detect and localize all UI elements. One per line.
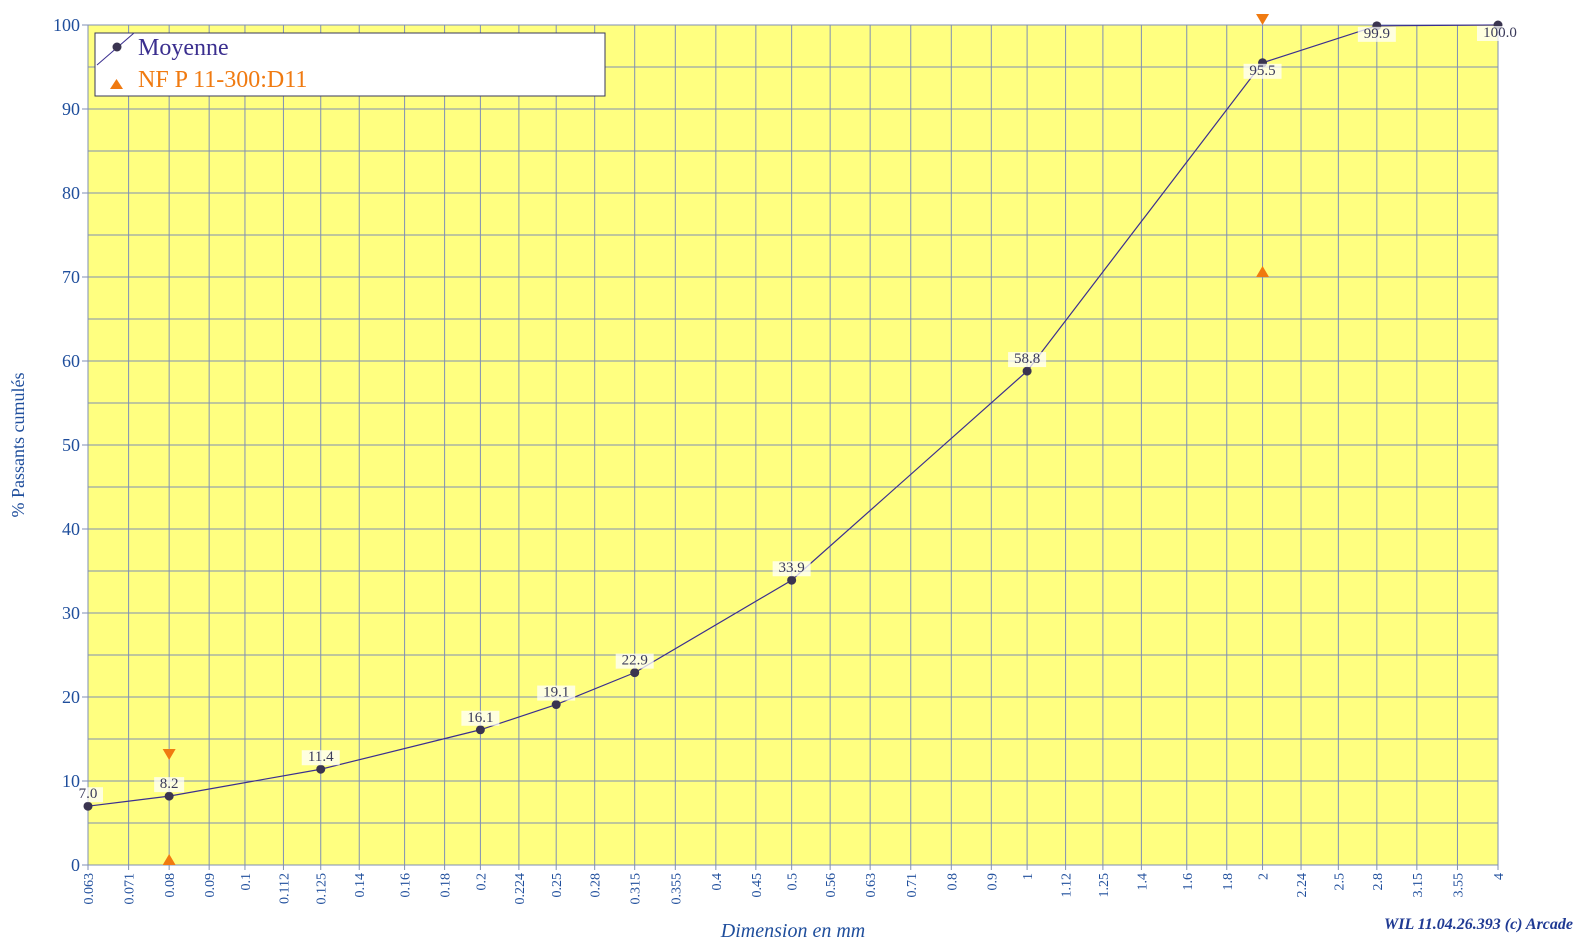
data-label-bg — [1008, 352, 1047, 368]
x-tick-label: 2.5 — [1332, 873, 1347, 891]
x-tick-label: 2.8 — [1371, 873, 1386, 891]
x-tick-label: 0.71 — [905, 873, 920, 898]
legend-box — [94, 32, 606, 97]
y-tick-label: 80 — [62, 183, 80, 203]
x-tick-label: 0.315 — [629, 873, 644, 905]
grid — [82, 24, 1499, 870]
data-label-bg — [537, 685, 576, 701]
x-tick-label: 1 — [1021, 873, 1036, 880]
y-tick-label: 30 — [62, 603, 80, 623]
x-tick-label: 1.8 — [1221, 873, 1236, 891]
legend-marker-moyenne — [112, 42, 122, 52]
x-tick-label: 1.12 — [1060, 873, 1075, 898]
data-point — [551, 700, 561, 710]
y-tick-label: 20 — [62, 687, 80, 707]
x-tick-label: 3.15 — [1411, 873, 1426, 898]
y-tick-label: 60 — [62, 351, 80, 371]
x-tick-label: 0.125 — [315, 873, 330, 905]
x-tick-label: 0.224 — [513, 873, 528, 905]
x-tick-label: 0.28 — [589, 873, 604, 898]
data-label-bg — [154, 777, 185, 793]
x-tick-label: 0.355 — [669, 873, 684, 905]
legend-label-moyenne: Moyenne — [138, 35, 229, 61]
y-tick-label: 40 — [62, 519, 80, 539]
x-tick-label: 0.18 — [439, 873, 454, 898]
x-tick-label: 0.45 — [750, 873, 765, 898]
x-tick-label: 0.25 — [550, 873, 565, 898]
x-axis-title: Dimension en mm — [720, 920, 865, 942]
data-label-bg — [1243, 63, 1282, 79]
x-tick-label: 3.55 — [1451, 873, 1466, 898]
spec-limit-triangle — [1256, 14, 1270, 25]
x-tick-label: 0.16 — [399, 873, 414, 898]
data-label-bg — [73, 787, 103, 803]
spec-limit-triangle — [162, 854, 176, 865]
data-point — [475, 725, 485, 735]
data-point — [787, 575, 797, 585]
data-point — [316, 764, 326, 774]
y-tick-label: 10 — [62, 771, 80, 791]
data-label: 22.9 — [622, 653, 648, 669]
data-label: 58.8 — [1014, 351, 1040, 367]
spec-limit-triangle — [1256, 266, 1270, 277]
y-tick-label: 70 — [62, 267, 80, 287]
x-tick-label: 0.2 — [474, 873, 489, 891]
x-tick-label: 2.24 — [1295, 873, 1310, 898]
data-label: 7.0 — [79, 786, 98, 802]
x-tick-label: 0.1 — [239, 873, 254, 891]
data-label: 19.1 — [543, 685, 569, 701]
y-tick-label: 50 — [62, 435, 80, 455]
data-point — [1022, 366, 1032, 376]
legend: Moyenne NF P 11-300:D11 — [94, 32, 606, 97]
data-point — [83, 801, 93, 811]
x-tick-label: 0.63 — [864, 873, 879, 898]
x-tick-label: 1.6 — [1181, 873, 1196, 891]
data-label: 16.1 — [467, 710, 493, 726]
y-tick-label: 90 — [62, 99, 80, 119]
x-tick-label: 1.25 — [1097, 873, 1112, 898]
y-axis-title: % Passants cumulés — [8, 373, 28, 518]
x-tick-label: 0.4 — [710, 873, 725, 891]
x-tick-label: 2 — [1257, 873, 1272, 880]
y-tick-label: 100 — [53, 15, 80, 35]
x-tick-label: 0.112 — [277, 873, 292, 904]
data-label-bg — [461, 710, 500, 726]
data-label: 8.2 — [160, 776, 179, 792]
legend-label-spec: NF P 11-300:D11 — [138, 67, 307, 93]
axes: 0.063 0.071 0.08 0.09 0.1 0.112 0.125 0.14 0.16 0… — [53, 15, 1507, 905]
data-label: 33.9 — [779, 560, 805, 576]
x-tick-label: 0.9 — [985, 873, 1000, 891]
data-label-bg — [301, 750, 340, 766]
data-label: 99.9 — [1364, 26, 1390, 42]
x-tick-label: 0.071 — [123, 873, 138, 905]
series-layer: 7.0 8.2 11.4 16.1 19.1 22.9 33.9 58.8 95.5 99.9 10… — [73, 14, 1523, 865]
credit-text: WIL 11.04.26.393 (c) Arcade — [1383, 916, 1573, 933]
data-label-bg — [1357, 26, 1396, 42]
x-tick-label: 0.8 — [945, 873, 960, 891]
data-label-bg — [1477, 26, 1523, 41]
data-label-bg — [615, 653, 654, 669]
y-tick-label: 0 — [71, 855, 80, 875]
data-label: 95.5 — [1249, 63, 1275, 79]
data-label: 11.4 — [308, 749, 334, 765]
data-point — [630, 668, 640, 678]
x-tick-label: 0.09 — [203, 873, 218, 898]
x-tick-label: 0.063 — [82, 873, 97, 905]
spec-limit-triangle — [162, 749, 176, 760]
x-tick-label: 0.08 — [163, 873, 178, 898]
x-tick-label: 1.4 — [1135, 873, 1150, 891]
data-point — [164, 791, 174, 801]
x-tick-label: 0.5 — [786, 873, 801, 891]
x-tick-label: 4 — [1492, 873, 1507, 880]
x-tick-label: 0.14 — [353, 873, 368, 898]
data-label-bg — [772, 561, 811, 577]
legend-marker-spec — [110, 79, 123, 89]
data-label: 100.0 — [1483, 25, 1517, 41]
x-tick-label: 0.56 — [824, 873, 839, 898]
